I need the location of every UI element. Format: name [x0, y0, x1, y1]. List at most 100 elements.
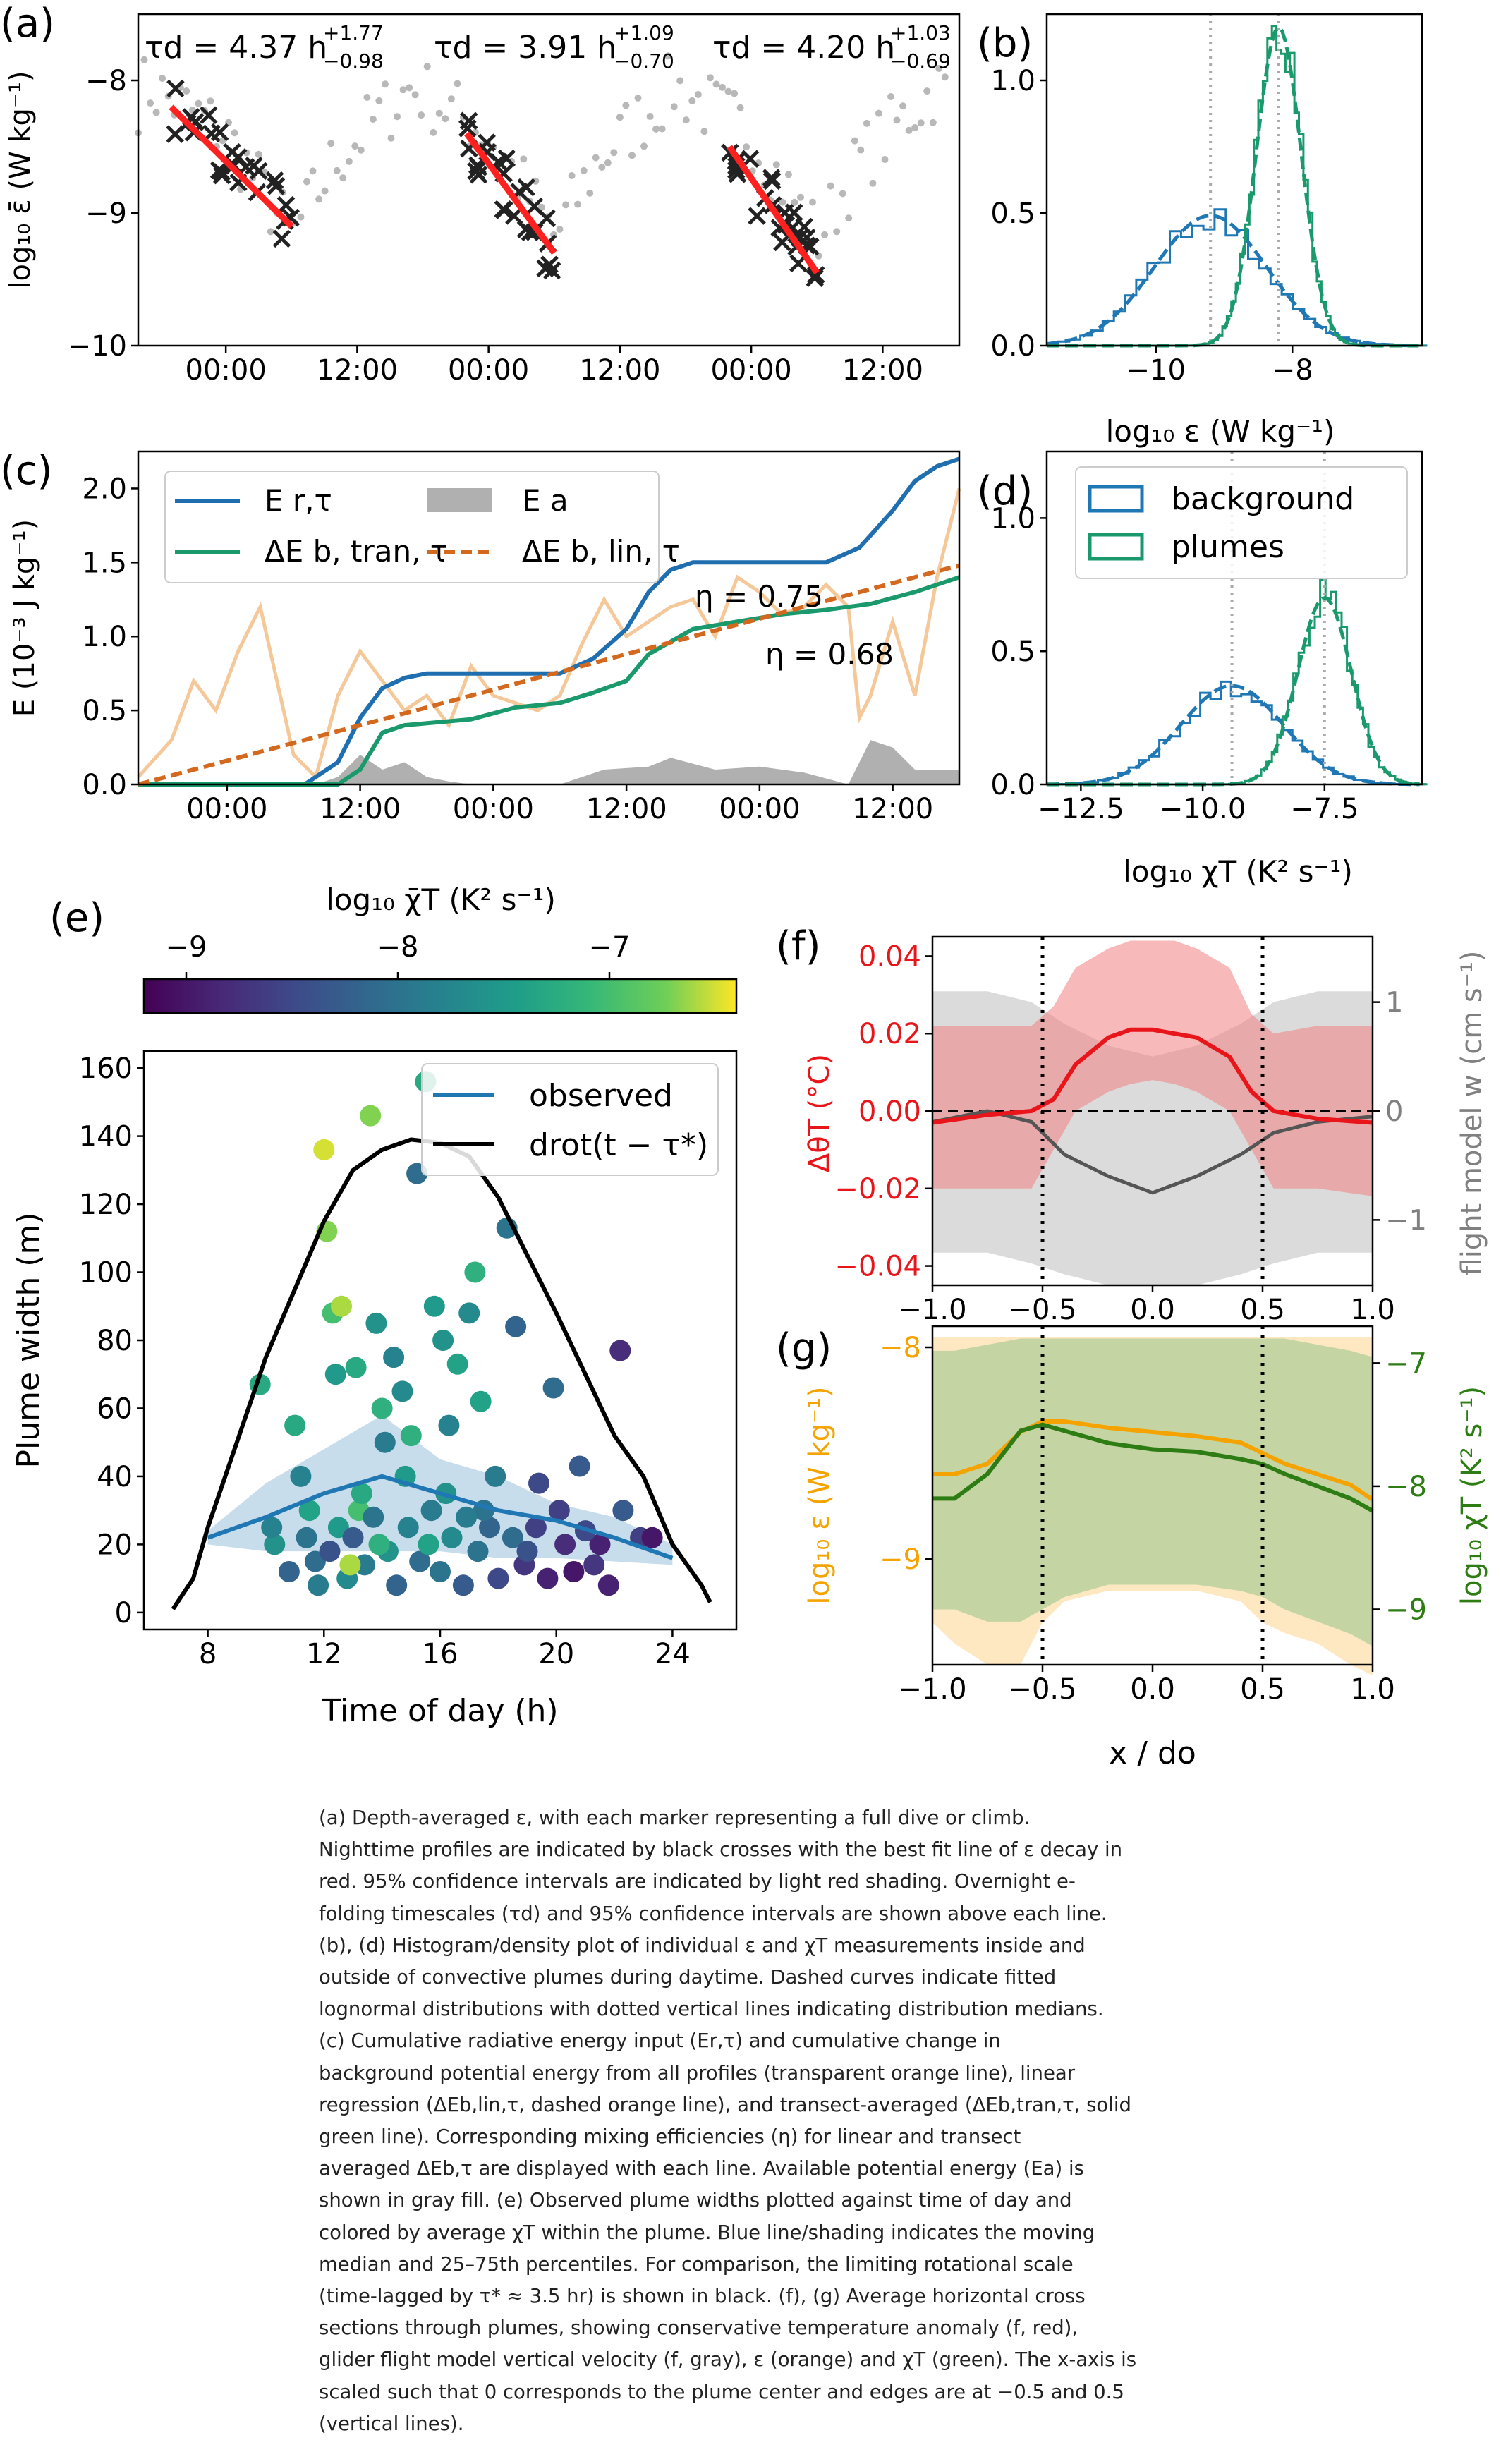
epsilon-dot: [935, 65, 943, 72]
panel-b-xlabel: log₁₀ ε (W kg⁻¹): [1106, 414, 1335, 449]
epsilon-dot: [917, 119, 925, 127]
epsilon-dot: [447, 95, 455, 103]
b-marks-y-tick-label: 0.0: [990, 330, 1035, 363]
plume-width-point: [324, 1364, 346, 1385]
plume-width-point: [505, 1316, 527, 1337]
epsilon-dot: [682, 116, 690, 124]
plume-width-point: [363, 1506, 384, 1528]
caption-line: folding timescales (τd) and 95% confiden…: [319, 1902, 1107, 1925]
panel-f-x-tick-label: 1.0: [1350, 1294, 1395, 1326]
panel-c-x-tick-label: 00:00: [453, 793, 534, 825]
panel-f-ylabel-left: ΔθT (°C): [803, 1054, 836, 1172]
epsilon-dot: [646, 113, 654, 120]
epsilon-dot: [610, 149, 618, 157]
tau-1-sub: −0.98: [323, 49, 384, 73]
legend-plumes-label: plumes: [1171, 529, 1284, 565]
epsilon-dot: [333, 166, 341, 174]
plume-width-point: [368, 1534, 390, 1555]
epsilon-dot: [375, 97, 383, 104]
epsilon-dot: [724, 87, 732, 95]
plume-width-point: [397, 1517, 419, 1539]
panel-a-x-tick-label: 00:00: [710, 354, 791, 387]
plume-width-point: [589, 1534, 611, 1555]
dEb-tran-line: [138, 575, 960, 787]
panel-c-ylabel: E (10⁻³ J kg⁻¹): [8, 519, 41, 717]
epsilon-dot: [784, 171, 792, 178]
legend-Ea-label: E a: [522, 483, 569, 518]
chi-band: [932, 1338, 1373, 1646]
epsilon-dot: [255, 150, 262, 158]
plume-width-point: [441, 1527, 463, 1548]
epsilon-dot: [267, 228, 274, 236]
epsilon-dot: [899, 102, 907, 110]
panel-d-ticks: −12.5 −10.0 −7.5 0.0 0.5 1.0: [990, 502, 1359, 825]
plume-width-point: [432, 1330, 454, 1351]
epsilon-dot: [592, 154, 600, 162]
panel-g-x-tick-label: 0.5: [1240, 1673, 1285, 1706]
epsilon-dot: [159, 75, 166, 82]
epsilon-dot: [580, 166, 588, 174]
epsilon-dot: [658, 125, 666, 133]
legend-dEb-tran-label: ΔE b, tran, τ: [265, 534, 448, 569]
epsilon-dot: [911, 124, 919, 131]
epsilon-dot: [586, 189, 594, 197]
plume-width-point: [420, 1500, 442, 1522]
caption-line: (vertical lines).: [319, 2412, 464, 2435]
figure-caption: (a) Depth-averaged ε, with each marker r…: [319, 1802, 1172, 2440]
b-marks-y-tick-label: 1.0: [990, 65, 1035, 97]
panel-d-label: (d): [977, 468, 1033, 514]
epsilon-dot: [604, 159, 612, 166]
panel-e-x-tick-label: 16: [423, 1638, 458, 1670]
night-profile-cross: [478, 133, 496, 152]
night-profile-cross: [494, 200, 513, 219]
epsilon-dot: [231, 129, 238, 137]
plume-width-point: [308, 1574, 329, 1596]
panel-e-y-tick-label: 120: [79, 1189, 133, 1221]
figure-canvas: (a) 00:00 12:00 00:00 12:00 00:00 12:00−10−9−…: [0, 1, 1488, 1771]
epsilon-dot: [140, 56, 148, 63]
panel-e-y-tick-label: 80: [97, 1325, 133, 1357]
panel-e-label: (e): [49, 895, 104, 941]
plume-width-point: [597, 1574, 619, 1596]
night-profile-cross: [250, 162, 268, 181]
tau-2-sup: +1.09: [614, 21, 674, 44]
epsilon-dot: [430, 128, 437, 136]
panel-f-y2-tick-label: 0: [1385, 1096, 1403, 1128]
panel-c-x-tick-label: 00:00: [719, 793, 800, 825]
panel-c-x-tick-label: 12:00: [320, 793, 401, 825]
night-profile-cross: [497, 149, 516, 168]
night-profile-cross: [748, 207, 766, 225]
panel-e-legend: observed drot(t − τ*): [421, 1063, 719, 1176]
epsilon-dot: [731, 90, 739, 97]
epsilon-dot: [339, 174, 347, 182]
panel-g-x-tick-label: −0.5: [1008, 1673, 1076, 1706]
panel-f-x-tick-label: −0.5: [1008, 1294, 1076, 1326]
epsilon-dot: [670, 103, 678, 111]
colorbar-label: log₁₀ χ̄T (K² s⁻¹): [326, 882, 556, 917]
epsilon-dot: [628, 152, 636, 159]
panel-c-legend: E r,τ E a ΔE b, tran, τ ΔE b, lin, τ: [164, 471, 680, 583]
epsilon-dot: [863, 119, 870, 127]
panel-b-ticks: −10 −8 0.0 0.5 1.0: [990, 65, 1313, 387]
night-profile-cross: [272, 229, 291, 248]
panel-a-y-tick-label: −9: [85, 198, 127, 230]
panel-e-x-tick-label: 8: [199, 1638, 217, 1670]
plume-width-point: [284, 1414, 306, 1436]
plume-width-point: [485, 1465, 506, 1487]
epsilon-dot: [929, 119, 937, 126]
d-marks-y-tick-label: 0.0: [990, 769, 1035, 801]
plume-width-point: [542, 1377, 564, 1399]
epsilon-dot: [363, 94, 371, 101]
panel-g-y2-tick-label: −7: [1385, 1347, 1427, 1380]
background-histogram: [1047, 208, 1428, 347]
panel-g-marks: [932, 1326, 1374, 1675]
epsilon-dot: [706, 74, 714, 82]
panel-b-marks: [1046, 14, 1428, 348]
plume-width-point: [261, 1517, 283, 1539]
epsilon-dot: [598, 164, 606, 171]
panel-e-y-tick-label: 0: [115, 1597, 133, 1629]
night-profile-cross: [762, 171, 782, 190]
epsilon-dot: [893, 116, 901, 124]
panel-e-x-tick-label: 24: [655, 1638, 691, 1670]
caption-line: (a) Depth-averaged ε, with each marker r…: [319, 1807, 1031, 1829]
